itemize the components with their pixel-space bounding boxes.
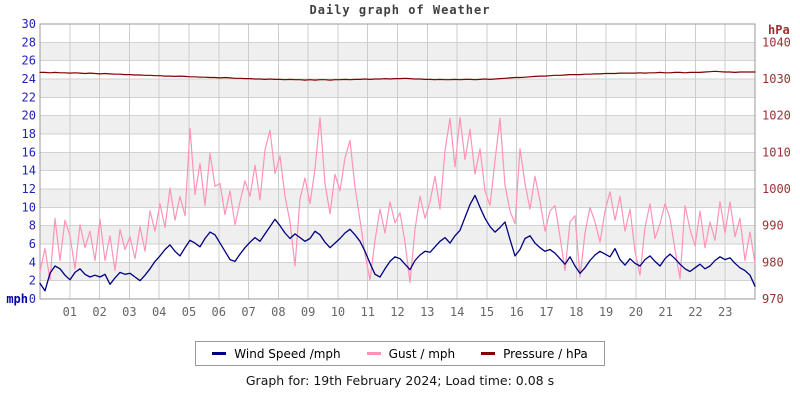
left-axis-tick-label: 28 (22, 35, 36, 49)
graph-info-text: Graph for: 19th February 2024; Load time… (245, 373, 555, 388)
chart-legend: Wind Speed /mph Gust / mph Pressure / hP… (0, 341, 800, 366)
left-axis-tick-label: 4 (29, 255, 36, 269)
right-axis-tick-label: 1020 (762, 109, 791, 123)
weather-chart-plot: 0246810121416182022242628309709809901000… (6, 17, 791, 319)
wind-speed-line-swatch (212, 352, 227, 355)
x-axis-tick-label: 02 (92, 305, 106, 319)
left-axis-tick-label: 20 (22, 109, 36, 123)
legend-label-gust: Gust / mph (388, 346, 456, 361)
pressure-line-swatch (481, 352, 496, 355)
legend-label-wind-speed: Wind Speed /mph (234, 346, 341, 361)
left-axis-tick-label: 26 (22, 54, 36, 68)
x-axis-tick-label: 15 (480, 305, 494, 319)
left-axis-tick-label: 8 (29, 219, 36, 233)
legend-item-pressure: Pressure / hPa (481, 347, 588, 361)
right-axis-tick-label: 970 (762, 292, 784, 306)
x-axis-tick-label: 04 (152, 305, 166, 319)
chart-title: Daily graph of Weather (309, 3, 491, 17)
plot-border (39, 23, 756, 300)
x-axis-tick-label: 09 (301, 305, 315, 319)
x-axis-tick-label: 14 (450, 305, 464, 319)
left-axis-tick-label: 22 (22, 90, 36, 104)
left-axis-tick-label: 30 (22, 17, 36, 31)
x-axis-tick-label: 18 (569, 305, 583, 319)
right-axis-tick-label: 1030 (762, 72, 791, 86)
pressure-line (39, 70, 756, 81)
right-axis-tick-label: 1040 (762, 35, 791, 49)
x-axis-tick-label: 20 (629, 305, 643, 319)
x-axis-tick-label: 11 (360, 305, 374, 319)
legend-item-wind-speed: Wind Speed /mph (212, 346, 341, 361)
x-axis-tick-label: 22 (688, 305, 702, 319)
x-axis-tick-label: 07 (241, 305, 255, 319)
left-axis-tick-label: 12 (22, 182, 36, 196)
legend-box: Wind Speed /mph Gust / mph Pressure / hP… (195, 341, 605, 366)
x-axis-tick-label: 13 (420, 305, 434, 319)
right-axis-tick-label: 1010 (762, 145, 791, 159)
x-axis-tick-label: 21 (658, 305, 672, 319)
legend-item-gust: Gust / mph (366, 346, 456, 361)
mph-axis-unit-label: mph (6, 292, 28, 306)
x-axis-tick-label: 08 (271, 305, 285, 319)
x-axis-tick-label: 12 (390, 305, 404, 319)
x-axis-tick-label: 06 (212, 305, 226, 319)
x-axis-tick-label: 17 (539, 305, 553, 319)
left-axis-tick-label: 14 (22, 164, 36, 178)
legend-label-pressure: Pressure / hPa (503, 346, 588, 361)
hpa-axis-unit-label: hPa (768, 23, 790, 37)
x-axis-tick-label: 03 (122, 305, 136, 319)
x-axis-tick-label: 05 (182, 305, 196, 319)
left-axis-tick-label: 16 (22, 145, 36, 159)
x-axis-tick-label: 01 (63, 305, 77, 319)
x-axis-tick-label: 16 (509, 305, 523, 319)
gust-line (39, 116, 756, 284)
x-axis-tick-label: 19 (599, 305, 613, 319)
x-axis-tick-label: 23 (718, 305, 732, 319)
left-axis-tick-label: 0 (29, 292, 36, 306)
left-axis-tick-label: 2 (29, 274, 36, 288)
right-axis-tick-label: 1000 (762, 182, 791, 196)
gust-line-swatch (366, 352, 381, 355)
left-axis-tick-label: 18 (22, 127, 36, 141)
left-axis-tick-label: 24 (22, 72, 36, 86)
wind-speed-line (39, 194, 756, 292)
right-axis-tick-label: 980 (762, 255, 784, 269)
x-axis-tick-label: 10 (331, 305, 345, 319)
left-axis-tick-label: 6 (29, 237, 36, 251)
left-axis-tick-label: 10 (22, 200, 36, 214)
right-axis-tick-label: 990 (762, 219, 784, 233)
